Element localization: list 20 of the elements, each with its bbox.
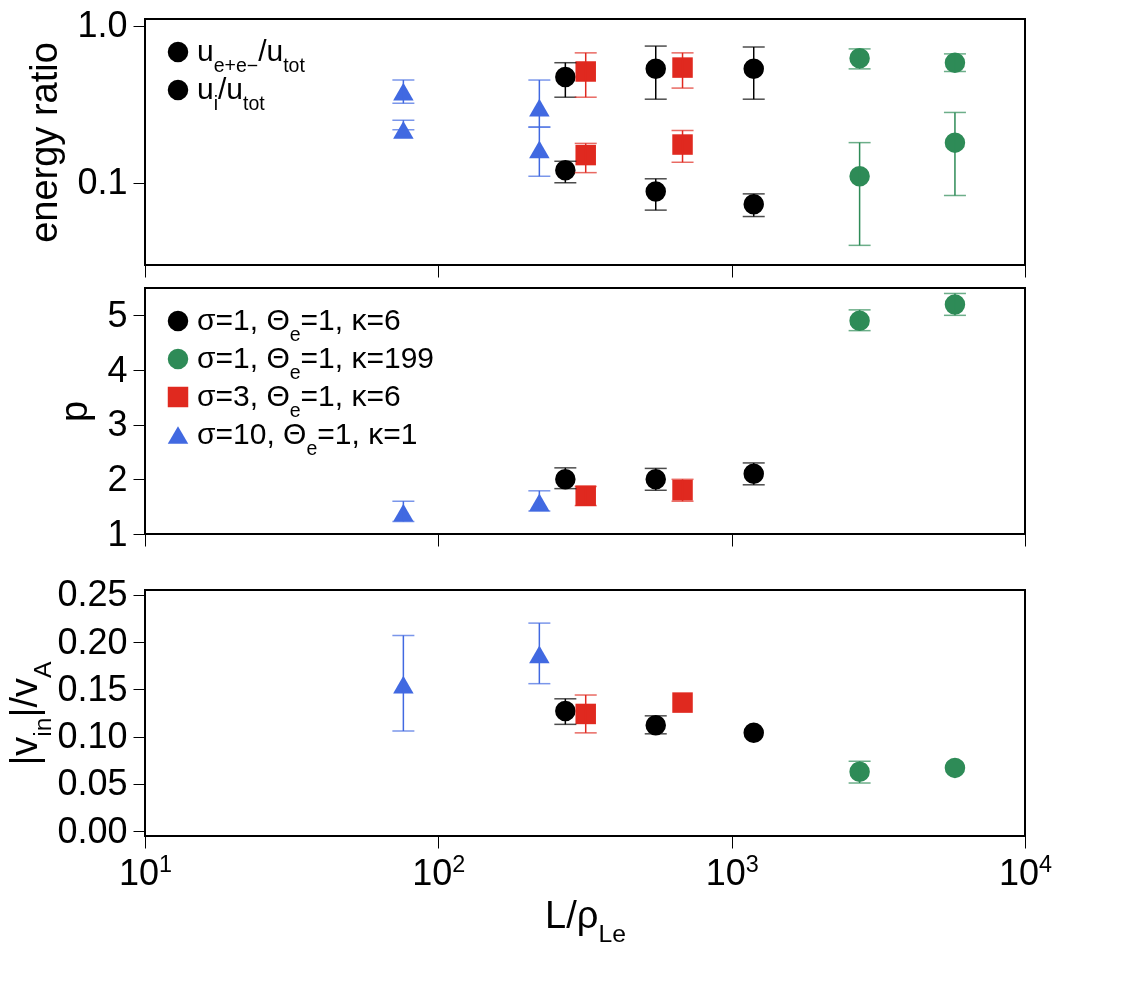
x-tick-label: 10$^{2}$ — [412, 850, 466, 893]
y-tick-label: 5 — [107, 293, 128, 335]
y-tick-label: 0.10 — [57, 715, 128, 757]
x-axis-title: L/ρ$_{Le}$ — [545, 893, 626, 946]
x-tick-label: 10$^{4}$ — [998, 850, 1053, 893]
y-tick-label: 3 — [107, 403, 128, 445]
y-tick-label: 1.0 — [77, 4, 128, 46]
y-tick-label: 1 — [107, 512, 128, 554]
y-axis-title: energy ratio — [23, 42, 66, 243]
x-tick-label: 10$^{1}$ — [118, 850, 173, 893]
y-tick-label: 0.15 — [57, 667, 128, 709]
y-tick-label: 0.00 — [57, 809, 128, 851]
y-tick-label: 2 — [107, 457, 128, 499]
y-tick-label: 0.20 — [57, 620, 128, 662]
y-tick-label: 0.05 — [57, 762, 128, 804]
y-axis-title: p — [53, 400, 96, 423]
y-tick-label: 4 — [107, 348, 128, 390]
y-tick-label: 0.25 — [57, 573, 128, 615]
y-tick-label: 0.1 — [77, 161, 128, 203]
x-tick-label: 10$^{3}$ — [705, 850, 759, 893]
